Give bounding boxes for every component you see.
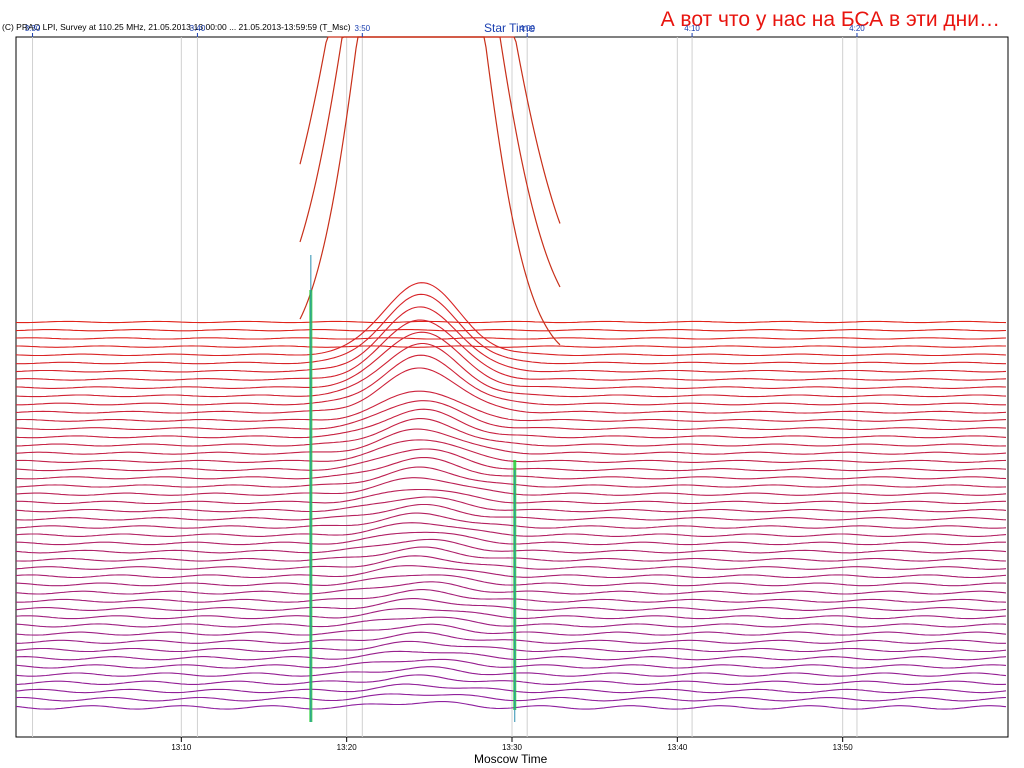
tick-label-top: 4:20 xyxy=(849,24,865,33)
star-time-axis-label: Star Time xyxy=(484,21,536,35)
strong-source-trace xyxy=(299,36,561,346)
trace-line xyxy=(15,598,1007,611)
trace-line xyxy=(15,439,1007,463)
trace-line xyxy=(16,345,1006,348)
trace-line xyxy=(15,400,1007,431)
trace-line xyxy=(15,640,1007,653)
trace-line xyxy=(15,390,1007,422)
trace-line xyxy=(15,608,1007,620)
tick-label-bottom: 13:50 xyxy=(833,743,854,752)
trace-line xyxy=(15,282,1007,357)
trace-line xyxy=(15,581,1007,595)
trace-line xyxy=(16,546,1007,562)
trace-line xyxy=(15,658,1007,669)
interference-bursts xyxy=(309,255,517,722)
trace-line xyxy=(16,631,1006,644)
trace-line xyxy=(15,565,1007,579)
trace-line xyxy=(15,477,1007,496)
tick-label-bottom: 13:10 xyxy=(171,743,192,752)
tick-label-top: 3:50 xyxy=(355,24,371,33)
trace-line xyxy=(15,320,1007,324)
trace-line xyxy=(15,496,1007,513)
trace-line xyxy=(15,448,1007,472)
grid-lines xyxy=(32,37,858,737)
trace-line xyxy=(15,683,1007,694)
trace-line xyxy=(15,319,1007,381)
trace-line xyxy=(15,466,1007,488)
trace-line xyxy=(15,342,1007,398)
trace-line xyxy=(15,306,1007,373)
copyright-text: (C) PRAO LPI, Survey at 110.25 MHz, 21.0… xyxy=(2,22,351,32)
tick-label-bottom: 13:20 xyxy=(337,743,358,752)
trace-line xyxy=(15,329,1007,332)
trace-line xyxy=(15,538,1007,554)
trace-line xyxy=(15,367,1007,414)
trace-line xyxy=(15,616,1007,628)
slide-headline: А вот что у нас на БСА в эти дни… xyxy=(660,8,1000,31)
trace-line xyxy=(16,354,1006,406)
trace-line xyxy=(16,293,1006,365)
trace-line xyxy=(15,512,1007,529)
trace-line xyxy=(16,418,1006,447)
trace-line xyxy=(15,574,1007,587)
moscow-time-axis-label: Moscow Time xyxy=(474,752,548,766)
tick-label-top: 3:30 xyxy=(25,24,41,33)
tick-label-top: 3:40 xyxy=(190,24,206,33)
tick-label-top: 4:00 xyxy=(519,24,535,33)
trace-line xyxy=(15,331,1007,389)
trace-line xyxy=(15,337,1007,340)
trace-line xyxy=(15,650,1007,661)
trace-line xyxy=(15,693,1007,702)
trace-line xyxy=(16,488,1006,505)
trace-line xyxy=(15,522,1007,537)
tick-label-top: 4:10 xyxy=(684,24,700,33)
trace-line xyxy=(15,700,1007,710)
trace-line xyxy=(16,589,1007,603)
trace-line xyxy=(15,408,1007,439)
trace-line xyxy=(15,503,1007,521)
trace-line xyxy=(16,531,1006,546)
trace-line xyxy=(15,666,1007,677)
trace-line xyxy=(15,555,1007,570)
trace-line xyxy=(15,456,1007,480)
trace-line xyxy=(15,428,1007,455)
trace-lines xyxy=(15,36,1007,710)
axis-ticks: 13:10 13:20 13:30 13:40 13:50 3:30 3:40 3:50 4:0… xyxy=(25,24,866,752)
trace-line xyxy=(15,623,1007,636)
tick-label-bottom: 13:40 xyxy=(667,743,688,752)
trace-line xyxy=(15,674,1007,685)
tick-label-bottom: 13:30 xyxy=(502,743,523,752)
